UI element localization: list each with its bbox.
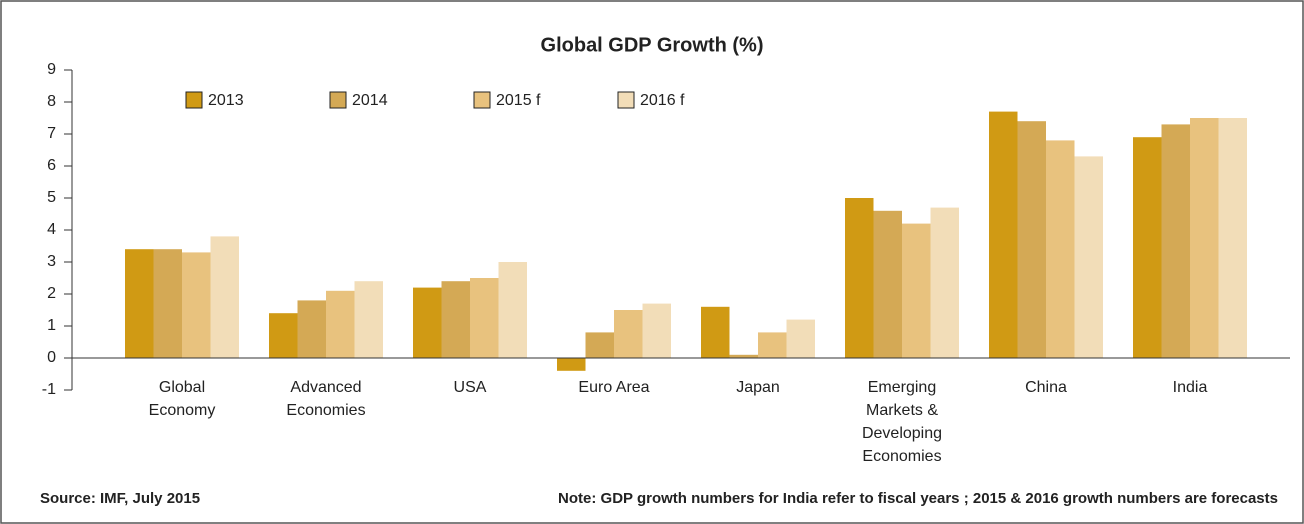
- x-tick-label: Emerging: [868, 379, 936, 396]
- bar: [1133, 137, 1162, 358]
- bar: [701, 306, 730, 358]
- bar: [930, 207, 959, 358]
- bar: [758, 332, 787, 358]
- bar: [585, 332, 614, 358]
- source: Source: IMF, July 2015: [40, 490, 200, 507]
- bar: [210, 236, 239, 358]
- y-tick-label: -1: [42, 381, 56, 398]
- bar: [729, 354, 758, 358]
- y-tick-label: 3: [47, 253, 56, 270]
- y-tick-label: 9: [47, 61, 56, 78]
- bar: [297, 300, 326, 358]
- bar: [269, 313, 298, 358]
- legend-swatch: [185, 91, 203, 109]
- bar: [845, 198, 874, 358]
- bar: [786, 319, 815, 358]
- bar: [1161, 124, 1190, 359]
- y-tick-label: 0: [47, 349, 56, 366]
- legend-swatch: [473, 91, 491, 109]
- bar: [1190, 118, 1219, 358]
- x-tick-label: Markets &: [866, 402, 938, 419]
- legend-label: 2013: [208, 92, 244, 109]
- bar: [873, 210, 902, 358]
- y-tick-label: 6: [47, 157, 56, 174]
- bar: [1046, 140, 1075, 358]
- legend-swatch: [329, 91, 347, 109]
- bar: [1017, 121, 1046, 358]
- legend-swatch: [617, 91, 635, 109]
- bar: [153, 249, 182, 358]
- x-tick-label: Economy: [149, 402, 216, 419]
- bar: [902, 223, 931, 358]
- bar: [125, 249, 154, 358]
- bar: [441, 281, 470, 358]
- bar: [498, 262, 527, 358]
- y-tick-label: 2: [47, 285, 56, 302]
- x-tick-label: Euro Area: [578, 379, 649, 396]
- x-tick-label: Advanced: [290, 379, 361, 396]
- x-tick-label: Developing: [862, 425, 942, 442]
- bar: [326, 290, 355, 358]
- y-tick-label: 5: [47, 189, 56, 206]
- y-tick-label: 1: [47, 317, 56, 334]
- bar: [354, 281, 383, 358]
- x-tick-label: USA: [454, 379, 487, 396]
- x-tick-label: Japan: [736, 379, 780, 396]
- legend-label: 2014: [352, 92, 388, 109]
- x-tick-label: Economies: [862, 448, 941, 465]
- legend-label: 2015 f: [496, 92, 541, 109]
- y-tick-label: 4: [47, 221, 56, 238]
- bar: [989, 111, 1018, 358]
- y-tick-label: 7: [47, 125, 56, 142]
- bar: [182, 252, 211, 358]
- bar: [413, 287, 442, 358]
- x-tick-label: India: [1173, 379, 1208, 396]
- bar: [557, 358, 586, 371]
- bar: [642, 303, 671, 358]
- x-tick-label: Economies: [286, 402, 365, 419]
- y-tick-label: 8: [47, 93, 56, 110]
- bar: [1074, 156, 1103, 358]
- x-tick-label: Global: [159, 379, 205, 396]
- x-tick-label: China: [1025, 379, 1067, 396]
- bar: [614, 310, 643, 358]
- note: Note: GDP growth numbers for India refer…: [558, 490, 1278, 507]
- bar: [470, 278, 499, 358]
- bar: [1218, 118, 1247, 358]
- chart-title: Global GDP Growth (%): [541, 34, 764, 56]
- legend-label: 2016 f: [640, 92, 685, 109]
